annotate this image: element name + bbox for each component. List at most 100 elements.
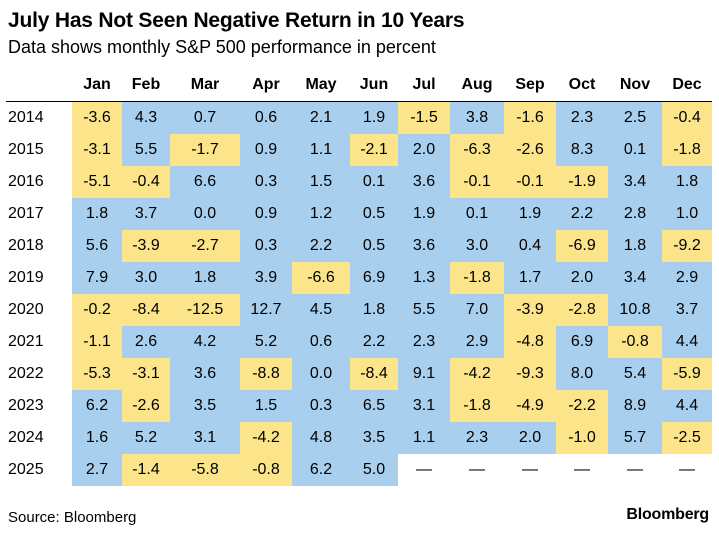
return-cell-2018-mar: -2.7 (170, 230, 240, 262)
return-cell-2019-oct: 2.0 (556, 262, 608, 294)
return-cell-2021-dec: 4.4 (662, 326, 712, 358)
return-cell-2014-may: 2.1 (292, 102, 350, 134)
source-note: Source: Bloomberg (8, 509, 137, 526)
return-cell-2023-feb: -2.6 (122, 390, 170, 422)
return-cell-2014-sep: -1.6 (504, 102, 556, 134)
return-cell-2016-mar: 6.6 (170, 166, 240, 198)
return-cell-2017-oct: 2.2 (556, 198, 608, 230)
return-cell-2022-sep: -9.3 (504, 358, 556, 390)
return-cell-2024-jul: 1.1 (398, 422, 450, 454)
return-cell-2021-feb: 2.6 (122, 326, 170, 358)
return-cell-2014-jun: 1.9 (350, 102, 398, 134)
return-cell-2020-aug: 7.0 (450, 294, 504, 326)
return-cell-2016-jun: 0.1 (350, 166, 398, 198)
return-cell-2020-jun: 1.8 (350, 294, 398, 326)
return-cell-2016-dec: 1.8 (662, 166, 712, 198)
return-cell-2021-apr: 5.2 (240, 326, 292, 358)
return-cell-2017-aug: 0.1 (450, 198, 504, 230)
return-cell-2016-jan: -5.1 (72, 166, 122, 198)
return-cell-2019-jul: 1.3 (398, 262, 450, 294)
return-cell-2023-mar: 3.5 (170, 390, 240, 422)
return-cell-2023-sep: -4.9 (504, 390, 556, 422)
return-cell-2020-nov: 10.8 (608, 294, 662, 326)
return-cell-2025-jul: — (416, 461, 432, 478)
return-cell-2024-sep: 2.0 (504, 422, 556, 454)
return-cell-2018-aug: 3.0 (450, 230, 504, 262)
year-label-2024: 2024 (8, 429, 44, 446)
return-cell-2025-jan: 2.7 (72, 454, 122, 486)
return-cell-2022-jun: -8.4 (350, 358, 398, 390)
return-cell-2021-jul: 2.3 (398, 326, 450, 358)
year-label-2016: 2016 (8, 173, 44, 190)
return-cell-2025-feb: -1.4 (122, 454, 170, 486)
chart-subtitle: Data shows monthly S&P 500 performance i… (8, 37, 436, 57)
return-cell-2018-jun: 0.5 (350, 230, 398, 262)
return-cell-2024-aug: 2.3 (450, 422, 504, 454)
return-cell-2018-jan: 5.6 (72, 230, 122, 262)
year-label-2023: 2023 (8, 397, 44, 414)
return-cell-2024-oct: -1.0 (556, 422, 608, 454)
return-cell-2020-sep: -3.9 (504, 294, 556, 326)
return-cell-2019-may: -6.6 (292, 262, 350, 294)
year-label-2022: 2022 (8, 365, 44, 382)
return-cell-2018-sep: 0.4 (504, 230, 556, 262)
return-cell-2016-feb: -0.4 (122, 166, 170, 198)
return-cell-2018-may: 2.2 (292, 230, 350, 262)
return-cell-2022-nov: 5.4 (608, 358, 662, 390)
return-cell-2014-jul: -1.5 (398, 102, 450, 134)
return-cell-2020-feb: -8.4 (122, 294, 170, 326)
return-cell-2018-feb: -3.9 (122, 230, 170, 262)
return-cell-2025-aug: — (469, 461, 485, 478)
return-cell-2017-nov: 2.8 (608, 198, 662, 230)
return-cell-2021-jun: 2.2 (350, 326, 398, 358)
return-cell-2016-nov: 3.4 (608, 166, 662, 198)
return-cell-2017-dec: 1.0 (662, 198, 712, 230)
return-cell-2023-jul: 3.1 (398, 390, 450, 422)
return-cell-2023-dec: 4.4 (662, 390, 712, 422)
return-cell-2016-oct: -1.9 (556, 166, 608, 198)
return-cell-2023-may: 0.3 (292, 390, 350, 422)
return-cell-2019-jun: 6.9 (350, 262, 398, 294)
return-cell-2019-dec: 2.9 (662, 262, 712, 294)
month-header-jul: Jul (412, 76, 436, 93)
year-label-2017: 2017 (8, 205, 44, 222)
return-cell-2022-feb: -3.1 (122, 358, 170, 390)
return-cell-2015-jun: -2.1 (350, 134, 398, 166)
return-cell-2021-aug: 2.9 (450, 326, 504, 358)
return-cell-2024-feb: 5.2 (122, 422, 170, 454)
month-header-jun: Jun (359, 76, 389, 93)
return-cell-2022-aug: -4.2 (450, 358, 504, 390)
return-cell-2016-apr: 0.3 (240, 166, 292, 198)
return-cell-2017-apr: 0.9 (240, 198, 292, 230)
year-label-2025: 2025 (8, 461, 44, 478)
return-cell-2024-apr: -4.2 (240, 422, 292, 454)
return-cell-2025-jun: 5.0 (350, 454, 398, 486)
return-cell-2021-jan: -1.1 (72, 326, 122, 358)
return-cell-2014-apr: 0.6 (240, 102, 292, 134)
return-cell-2025-nov: — (627, 461, 643, 478)
return-cell-2020-dec: 3.7 (662, 294, 712, 326)
return-cell-2022-jan: -5.3 (72, 358, 122, 390)
return-cell-2024-nov: 5.7 (608, 422, 662, 454)
return-cell-2019-apr: 3.9 (240, 262, 292, 294)
return-cell-2025-dec: — (679, 461, 695, 478)
return-cell-2015-mar: -1.7 (170, 134, 240, 166)
return-cell-2019-mar: 1.8 (170, 262, 240, 294)
return-cell-2022-oct: 8.0 (556, 358, 608, 390)
return-cell-2024-dec: -2.5 (662, 422, 712, 454)
return-cell-2016-sep: -0.1 (504, 166, 556, 198)
return-cell-2021-nov: -0.8 (608, 326, 662, 358)
return-cell-2014-aug: 3.8 (450, 102, 504, 134)
return-cell-2015-nov: 0.1 (608, 134, 662, 166)
return-cell-2016-aug: -0.1 (450, 166, 504, 198)
return-cell-2025-may: 6.2 (292, 454, 350, 486)
return-cell-2022-dec: -5.9 (662, 358, 712, 390)
month-header-dec: Dec (672, 76, 702, 93)
return-cell-2016-jul: 3.6 (398, 166, 450, 198)
return-cell-2020-jan: -0.2 (72, 294, 122, 326)
return-cell-2015-may: 1.1 (292, 134, 350, 166)
return-cell-2014-oct: 2.3 (556, 102, 608, 134)
return-cell-2016-may: 1.5 (292, 166, 350, 198)
month-header-may: May (305, 76, 337, 93)
bloomberg-logo: Bloomberg (626, 506, 709, 523)
